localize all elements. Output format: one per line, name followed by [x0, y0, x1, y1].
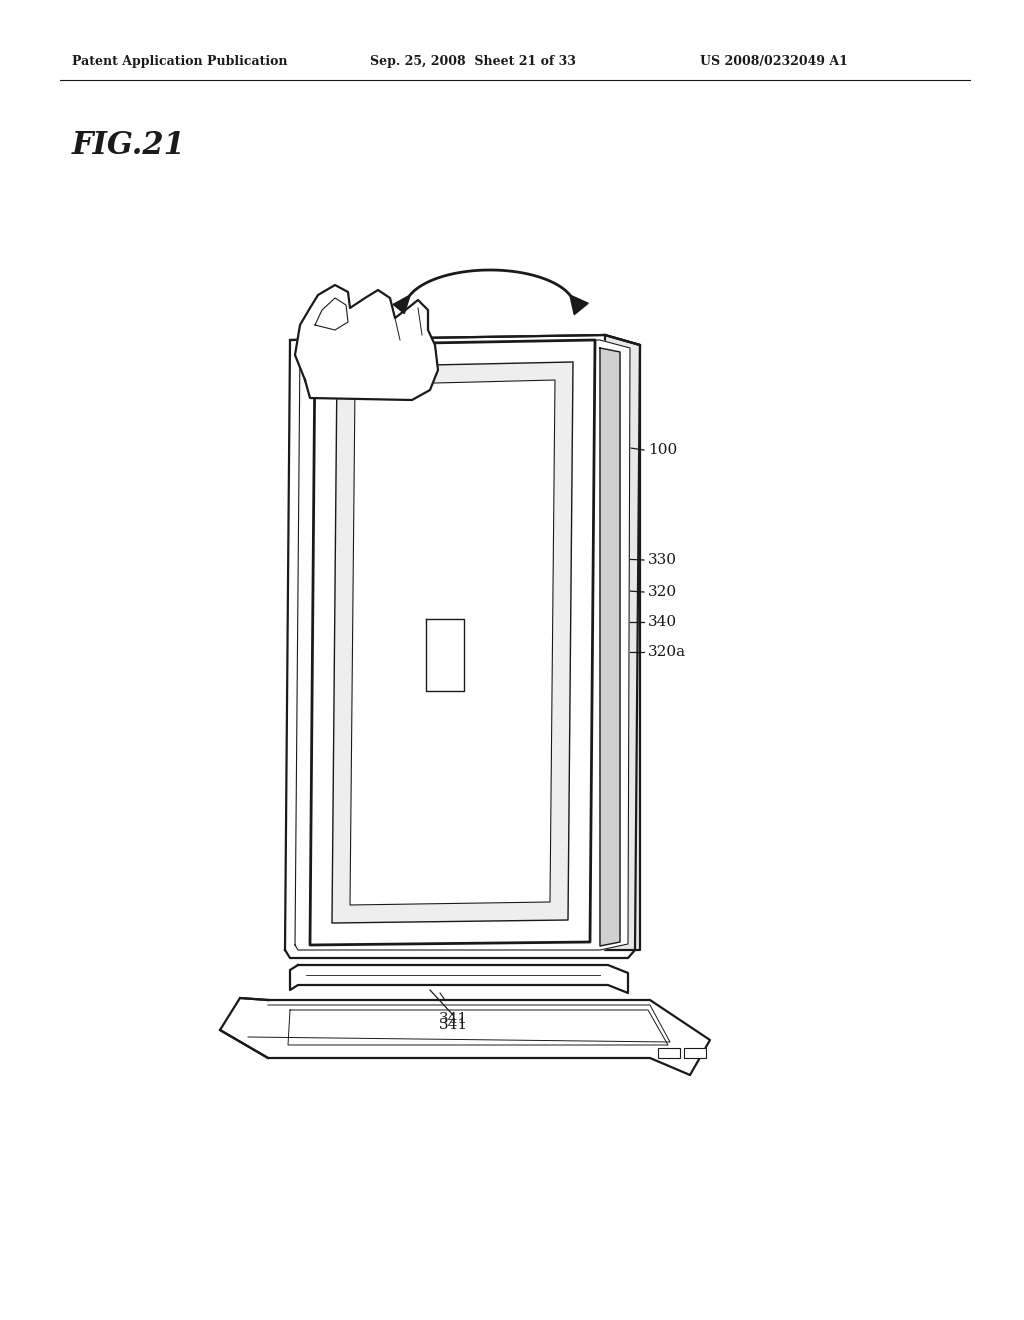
Polygon shape [310, 341, 595, 945]
Polygon shape [350, 380, 555, 906]
Polygon shape [426, 619, 464, 690]
Polygon shape [570, 294, 588, 314]
Text: US 2008/0232049 A1: US 2008/0232049 A1 [700, 55, 848, 69]
Polygon shape [285, 335, 640, 958]
Bar [684, 1048, 706, 1059]
Bar [658, 1048, 680, 1059]
Text: Sep. 25, 2008  Sheet 21 of 33: Sep. 25, 2008 Sheet 21 of 33 [370, 55, 575, 69]
Text: FIG.21: FIG.21 [72, 129, 186, 161]
Text: Patent Application Publication: Patent Application Publication [72, 55, 288, 69]
Text: 320: 320 [648, 585, 677, 599]
Text: 330: 330 [648, 553, 677, 568]
Polygon shape [605, 335, 640, 950]
Polygon shape [295, 341, 630, 950]
Text: 341: 341 [438, 1012, 468, 1026]
Text: 320a: 320a [648, 645, 686, 659]
Text: 100: 100 [648, 444, 677, 457]
Polygon shape [393, 294, 411, 314]
Polygon shape [600, 348, 620, 946]
Text: 340: 340 [648, 615, 677, 630]
Text: 341: 341 [438, 1018, 468, 1032]
Polygon shape [295, 285, 438, 400]
Polygon shape [332, 362, 573, 923]
